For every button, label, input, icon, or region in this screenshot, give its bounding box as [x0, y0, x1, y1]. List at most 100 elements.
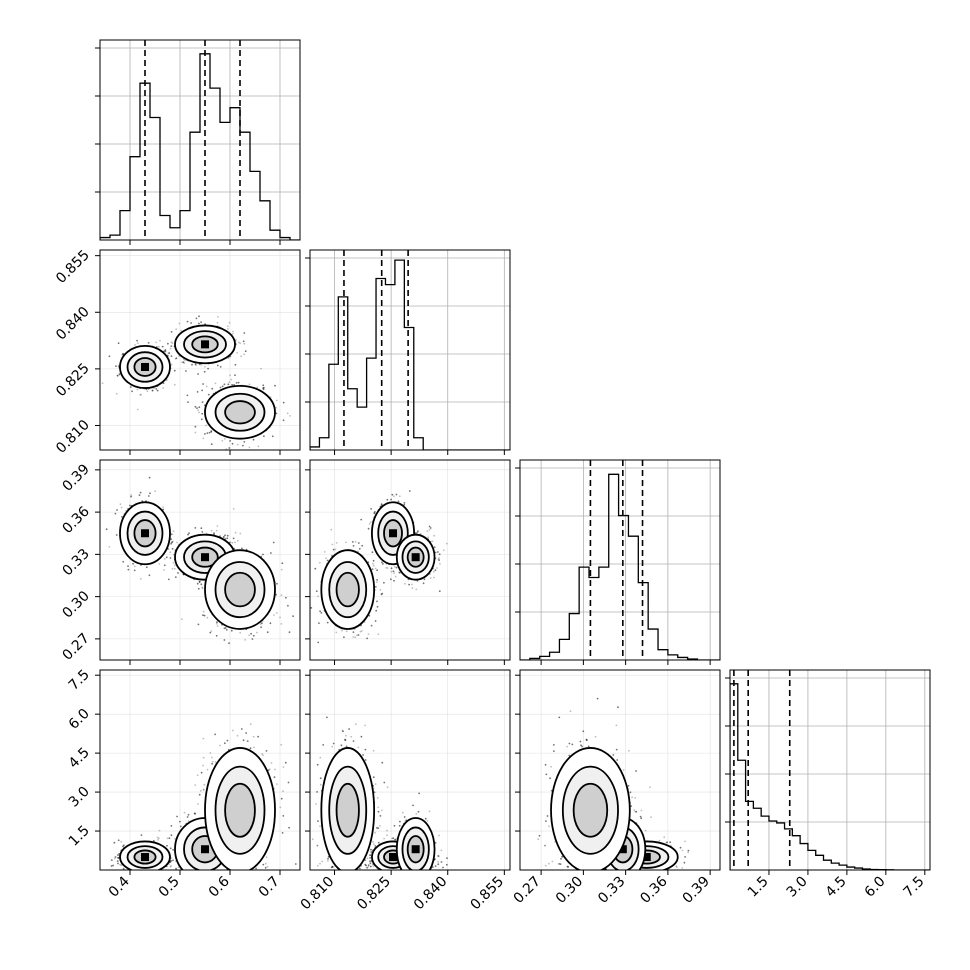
sample-point: [320, 612, 323, 614]
sample-point: [200, 321, 203, 323]
sample-point: [429, 527, 432, 529]
sample-point: [232, 508, 235, 510]
sample-point: [266, 631, 269, 634]
sample-point: [158, 837, 160, 840]
sample-point: [326, 559, 329, 562]
sample-point: [252, 438, 255, 441]
sample-point: [202, 437, 205, 440]
histogram-step: [520, 473, 720, 660]
panel-2-0: 0.270.300.330.360.39: [59, 459, 301, 665]
sample-point: [361, 630, 363, 632]
sample-point: [170, 533, 173, 536]
sample-point: [139, 491, 142, 494]
sample-point: [164, 349, 167, 351]
sample-point: [352, 545, 355, 547]
sample-point: [226, 537, 229, 540]
sample-point: [201, 586, 204, 589]
sample-point: [390, 570, 393, 573]
panel-frame: [519, 459, 721, 661]
sample-point: [314, 567, 317, 570]
sample-point: [374, 586, 377, 588]
sample-point: [201, 587, 204, 590]
sample-point: [136, 339, 139, 342]
sample-point: [234, 374, 236, 376]
sample-point: [248, 446, 251, 449]
sample-point: [433, 546, 436, 548]
sample-point: [398, 571, 400, 574]
sample-point: [260, 622, 263, 625]
sample-point: [206, 432, 209, 434]
sample-point: [434, 569, 437, 571]
sample-point: [241, 547, 243, 550]
sample-point: [234, 541, 236, 544]
sample-point: [209, 631, 212, 634]
sample-point: [234, 531, 237, 534]
sample-point: [206, 616, 209, 619]
sample-point: [341, 629, 343, 632]
sample-point: [270, 552, 272, 554]
sample-point: [251, 638, 254, 640]
sample-point: [108, 546, 111, 548]
sample-point: [433, 534, 435, 537]
sample-point: [118, 373, 121, 376]
sample-point: [229, 541, 232, 544]
sample-point: [276, 582, 278, 585]
sample-point: [263, 435, 265, 438]
sample-point: [439, 562, 441, 565]
sample-point: [263, 386, 265, 389]
sample-point: [398, 495, 401, 498]
sample-point: [368, 523, 371, 525]
sample-point: [146, 390, 149, 393]
sample-point: [371, 568, 374, 571]
sample-point: [207, 367, 210, 370]
sample-point: [383, 581, 385, 584]
sample-point: [385, 567, 388, 569]
sample-point: [231, 383, 234, 386]
sample-point: [139, 577, 142, 580]
sample-point: [416, 530, 419, 533]
sample-point: [317, 595, 319, 598]
y-tick-label: 0.30: [59, 588, 92, 621]
sample-point: [279, 616, 281, 619]
sample-point: [130, 495, 133, 498]
sample-point: [172, 859, 174, 862]
sample-point: [428, 528, 431, 531]
sample-point: [162, 506, 165, 508]
sample-point: [231, 442, 234, 445]
sample-point: [216, 321, 219, 324]
sample-point: [156, 836, 159, 839]
sample-point: [163, 558, 166, 560]
sample-point: [197, 409, 200, 412]
sample-point: [230, 378, 233, 381]
sample-point: [380, 593, 383, 596]
sample-point: [181, 361, 183, 364]
sample-point: [173, 567, 176, 570]
sample-point: [423, 578, 426, 581]
sample-point: [163, 569, 165, 571]
sample-point: [438, 557, 440, 559]
sample-point: [133, 569, 136, 572]
sample-point: [394, 575, 397, 578]
sample-point: [431, 540, 434, 543]
sample-point: [105, 528, 108, 531]
sample-point: [117, 342, 120, 345]
sample-point: [426, 530, 429, 532]
sample-point: [119, 863, 121, 866]
sample-point: [139, 393, 142, 396]
sample-point: [110, 859, 113, 861]
sample-point: [167, 342, 169, 345]
sample-point: [204, 433, 206, 435]
sample-point: [374, 511, 376, 513]
sample-point: [231, 333, 234, 335]
sample-point: [319, 610, 321, 613]
sample-point: [169, 347, 172, 350]
sample-point: [113, 857, 116, 860]
sample-point: [205, 424, 208, 427]
sample-point: [376, 569, 378, 572]
sample-point: [182, 361, 185, 364]
sample-point: [227, 357, 230, 360]
y-tick-label: 0.27: [59, 630, 92, 663]
sample-point: [354, 541, 357, 543]
sample-point: [367, 527, 370, 530]
sample-point: [169, 551, 172, 554]
